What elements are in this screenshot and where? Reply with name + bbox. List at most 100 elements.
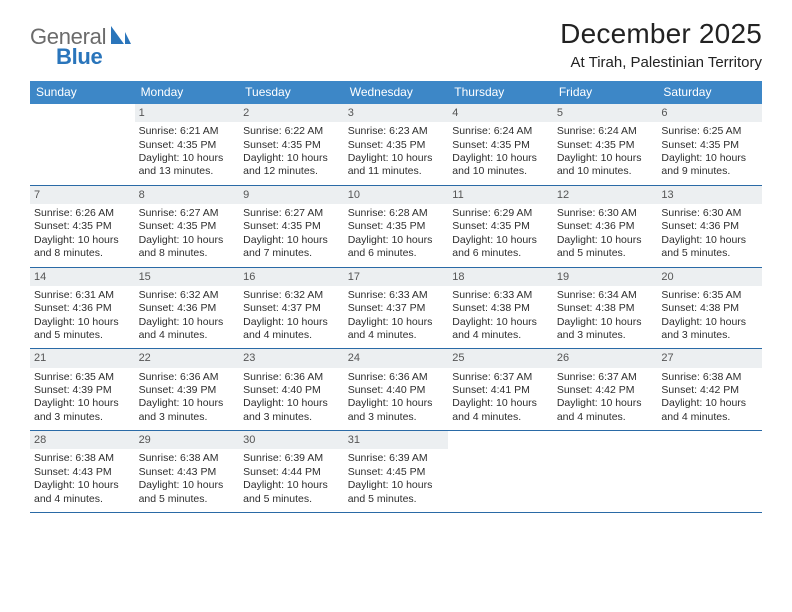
sunset-text: Sunset: 4:40 PM — [348, 384, 445, 397]
day-number: 9 — [239, 186, 344, 204]
daylight-text-2: and 4 minutes. — [34, 493, 131, 506]
day-cell: 18Sunrise: 6:33 AMSunset: 4:38 PMDayligh… — [448, 268, 553, 349]
day-number: 16 — [239, 268, 344, 286]
day-cell: 7Sunrise: 6:26 AMSunset: 4:35 PMDaylight… — [30, 186, 135, 267]
sunrise-text: Sunrise: 6:38 AM — [661, 371, 758, 384]
sunset-text: Sunset: 4:35 PM — [557, 139, 654, 152]
day-cell: 30Sunrise: 6:39 AMSunset: 4:44 PMDayligh… — [239, 431, 344, 512]
daylight-text-1: Daylight: 10 hours — [34, 479, 131, 492]
daylight-text-2: and 10 minutes. — [557, 165, 654, 178]
daylight-text-2: and 3 minutes. — [34, 411, 131, 424]
daylight-text-1: Daylight: 10 hours — [139, 316, 236, 329]
day-cell — [448, 431, 553, 512]
daylight-text-1: Daylight: 10 hours — [557, 234, 654, 247]
day-number: 11 — [448, 186, 553, 204]
sunrise-text: Sunrise: 6:33 AM — [348, 289, 445, 302]
sunrise-text: Sunrise: 6:27 AM — [243, 207, 340, 220]
daylight-text-2: and 6 minutes. — [452, 247, 549, 260]
day-number: 30 — [239, 431, 344, 449]
sunrise-text: Sunrise: 6:35 AM — [661, 289, 758, 302]
daylight-text-1: Daylight: 10 hours — [557, 316, 654, 329]
sunset-text: Sunset: 4:43 PM — [34, 466, 131, 479]
day-number: 23 — [239, 349, 344, 367]
day-cell: 10Sunrise: 6:28 AMSunset: 4:35 PMDayligh… — [344, 186, 449, 267]
daylight-text-2: and 8 minutes. — [139, 247, 236, 260]
day-number: 17 — [344, 268, 449, 286]
day-cell: 17Sunrise: 6:33 AMSunset: 4:37 PMDayligh… — [344, 268, 449, 349]
brand-sail-icon — [110, 25, 132, 50]
day-cell — [657, 431, 762, 512]
daylight-text-1: Daylight: 10 hours — [34, 316, 131, 329]
daylight-text-2: and 11 minutes. — [348, 165, 445, 178]
day-cell: 24Sunrise: 6:36 AMSunset: 4:40 PMDayligh… — [344, 349, 449, 430]
daylight-text-1: Daylight: 10 hours — [348, 479, 445, 492]
sunrise-text: Sunrise: 6:30 AM — [661, 207, 758, 220]
day-number: 26 — [553, 349, 658, 367]
daylight-text-2: and 4 minutes. — [139, 329, 236, 342]
day-number: 28 — [30, 431, 135, 449]
sunset-text: Sunset: 4:35 PM — [243, 220, 340, 233]
daylight-text-2: and 3 minutes. — [661, 329, 758, 342]
day-cell: 1Sunrise: 6:21 AMSunset: 4:35 PMDaylight… — [135, 104, 240, 185]
day-cell: 23 Sunrise: 6:36 AMSunset: 4:40 PMDayligh… — [239, 349, 344, 430]
day-number: 10 — [344, 186, 449, 204]
week-row: 21Sunrise: 6:35 AMSunset: 4:39 PMDayligh… — [30, 349, 762, 431]
sunrise-text: Sunrise: 6:39 AM — [348, 452, 445, 465]
day-cell: 6Sunrise: 6:25 AMSunset: 4:35 PMDaylight… — [657, 104, 762, 185]
sunrise-text: Sunrise: 6:24 AM — [557, 125, 654, 138]
daylight-text-2: and 4 minutes. — [243, 329, 340, 342]
day-cell: 20Sunrise: 6:35 AMSunset: 4:38 PMDayligh… — [657, 268, 762, 349]
day-cell: 12Sunrise: 6:30 AMSunset: 4:36 PMDayligh… — [553, 186, 658, 267]
daylight-text-1: Daylight: 10 hours — [452, 152, 549, 165]
day-number: 14 — [30, 268, 135, 286]
daylight-text-1: Daylight: 10 hours — [34, 397, 131, 410]
weekday-header-cell: Friday — [553, 81, 658, 104]
day-number: 18 — [448, 268, 553, 286]
day-cell: 3Sunrise: 6:23 AMSunset: 4:35 PMDaylight… — [344, 104, 449, 185]
daylight-text-2: and 5 minutes. — [348, 493, 445, 506]
day-cell: 27Sunrise: 6:38 AMSunset: 4:42 PMDayligh… — [657, 349, 762, 430]
sunset-text: Sunset: 4:35 PM — [139, 220, 236, 233]
day-cell: 4Sunrise: 6:24 AMSunset: 4:35 PMDaylight… — [448, 104, 553, 185]
sunset-text: Sunset: 4:39 PM — [34, 384, 131, 397]
sunset-text: Sunset: 4:40 PM — [243, 384, 340, 397]
weekday-header-cell: Saturday — [657, 81, 762, 104]
weekday-header-cell: Tuesday — [239, 81, 344, 104]
daylight-text-2: and 4 minutes. — [557, 411, 654, 424]
day-number: 4 — [448, 104, 553, 122]
daylight-text-1: Daylight: 10 hours — [243, 397, 340, 410]
day-number: 7 — [30, 186, 135, 204]
weekday-header-row: SundayMondayTuesdayWednesdayThursdayFrid… — [30, 81, 762, 104]
day-number: 5 — [553, 104, 658, 122]
daylight-text-2: and 3 minutes. — [243, 411, 340, 424]
sunrise-text: Sunrise: 6:32 AM — [139, 289, 236, 302]
day-cell: 29Sunrise: 6:38 AMSunset: 4:43 PMDayligh… — [135, 431, 240, 512]
daylight-text-1: Daylight: 10 hours — [243, 316, 340, 329]
sunrise-text: Sunrise: 6:31 AM — [34, 289, 131, 302]
day-number: 22 — [135, 349, 240, 367]
sunset-text: Sunset: 4:35 PM — [452, 139, 549, 152]
sunrise-text: Sunrise: 6:21 AM — [139, 125, 236, 138]
sunset-text: Sunset: 4:35 PM — [452, 220, 549, 233]
sunset-text: Sunset: 4:42 PM — [661, 384, 758, 397]
daylight-text-1: Daylight: 10 hours — [34, 234, 131, 247]
sunrise-text: Sunrise: 6:34 AM — [557, 289, 654, 302]
daylight-text-1: Daylight: 10 hours — [243, 234, 340, 247]
daylight-text-1: Daylight: 10 hours — [243, 479, 340, 492]
day-cell: 25Sunrise: 6:37 AMSunset: 4:41 PMDayligh… — [448, 349, 553, 430]
day-number: 25 — [448, 349, 553, 367]
sunset-text: Sunset: 4:35 PM — [243, 139, 340, 152]
daylight-text-2: and 6 minutes. — [348, 247, 445, 260]
daylight-text-2: and 4 minutes. — [661, 411, 758, 424]
page-title: December 2025 — [560, 18, 762, 50]
day-number: 20 — [657, 268, 762, 286]
daylight-text-1: Daylight: 10 hours — [452, 397, 549, 410]
header-row: General Blue December 2025 At Tirah, Pal… — [30, 18, 762, 71]
day-number: 3 — [344, 104, 449, 122]
sunset-text: Sunset: 4:38 PM — [452, 302, 549, 315]
day-number: 15 — [135, 268, 240, 286]
sunrise-text: Sunrise: 6:36 AM — [243, 371, 340, 384]
daylight-text-2: and 4 minutes. — [348, 329, 445, 342]
daylight-text-2: and 3 minutes. — [139, 411, 236, 424]
daylight-text-1: Daylight: 10 hours — [661, 397, 758, 410]
